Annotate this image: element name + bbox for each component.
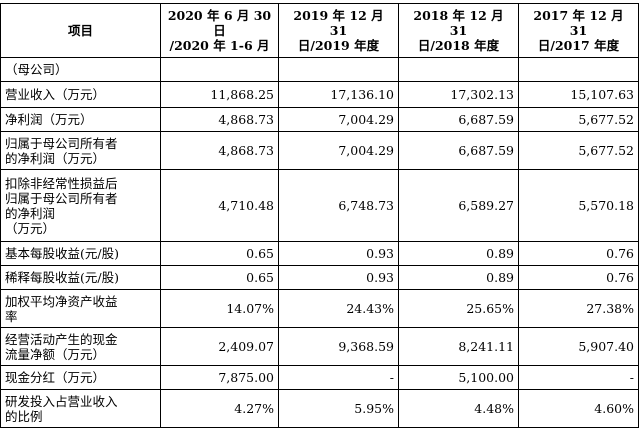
table-row: 研发投入占营业收入 的比例 4.27% 5.95% 4.48% 4.60% xyxy=(0,389,639,428)
cell: 4,868.73 xyxy=(160,131,279,170)
table-row: 经营活动产生的现金 流量净额（万元） 2,409.07 9,368.59 8,2… xyxy=(0,327,639,366)
table-row: （母公司） xyxy=(0,57,639,82)
cell: 0.93 xyxy=(278,265,399,290)
cell: 0.76 xyxy=(518,241,639,266)
cell: 6,687.59 xyxy=(398,131,519,170)
cell: 27.38% xyxy=(518,289,639,328)
cell: 5,907.40 xyxy=(518,327,639,366)
header-col-2018: 2018 年 12 月 31 日/2018 年度 xyxy=(398,3,519,58)
row-label: 加权平均净资产收益 率 xyxy=(0,289,161,328)
cell: 4,868.73 xyxy=(160,107,279,132)
table-row: 现金分红（万元） 7,875.00 - 5,100.00 - xyxy=(0,365,639,390)
row-label: 基本每股收益(元/股) xyxy=(0,241,161,266)
cell: 25.65% xyxy=(398,289,519,328)
cell: 5,570.18 xyxy=(518,169,639,242)
header-item: 项目 xyxy=(0,3,161,58)
cell: 5,677.52 xyxy=(518,131,639,170)
cell: 9,368.59 xyxy=(278,327,399,366)
table-row: 营业收入（万元） 11,868.25 17,136.10 17,302.13 1… xyxy=(0,81,639,108)
cell: 15,107.63 xyxy=(518,81,639,108)
cell: 5,677.52 xyxy=(518,107,639,132)
table-row: 基本每股收益(元/股) 0.65 0.93 0.89 0.76 xyxy=(0,241,639,266)
cell: 6,687.59 xyxy=(398,107,519,132)
row-label: 扣除非经常性损益后 归属于母公司所有者 的净利润 （万元） xyxy=(0,169,161,242)
cell: 2,409.07 xyxy=(160,327,279,366)
cell: 0.65 xyxy=(160,241,279,266)
financial-table: 项目 2020 年 6 月 30 日 /2020 年 1-6 月 2019 年 … xyxy=(0,3,639,428)
row-label: 归属于母公司所有者 的净利润（万元） xyxy=(0,131,161,170)
cell: 11,868.25 xyxy=(160,81,279,108)
table-row: 净利润（万元） 4,868.73 7,004.29 6,687.59 5,677… xyxy=(0,107,639,132)
cell xyxy=(518,57,639,82)
cell: 14.07% xyxy=(160,289,279,328)
cell: 7,004.29 xyxy=(278,131,399,170)
cell: 7,004.29 xyxy=(278,107,399,132)
cell: - xyxy=(518,365,639,390)
cell xyxy=(278,57,399,82)
cell: 6,589.27 xyxy=(398,169,519,242)
cell: 5,100.00 xyxy=(398,365,519,390)
header-col-2019: 2019 年 12 月 31 日/2019 年度 xyxy=(278,3,399,58)
row-label: 现金分红（万元） xyxy=(0,365,161,390)
cell: 0.93 xyxy=(278,241,399,266)
cell: 8,241.11 xyxy=(398,327,519,366)
row-label: 净利润（万元） xyxy=(0,107,161,132)
table-row: 稀释每股收益(元/股) 0.65 0.93 0.89 0.76 xyxy=(0,265,639,290)
header-row: 项目 2020 年 6 月 30 日 /2020 年 1-6 月 2019 年 … xyxy=(0,3,639,58)
cell: 4.48% xyxy=(398,389,519,428)
row-label: 研发投入占营业收入 的比例 xyxy=(0,389,161,428)
cell: 0.65 xyxy=(160,265,279,290)
table-row: 归属于母公司所有者 的净利润（万元） 4,868.73 7,004.29 6,6… xyxy=(0,131,639,170)
cell: 24.43% xyxy=(278,289,399,328)
cell: 17,136.10 xyxy=(278,81,399,108)
header-col-2020: 2020 年 6 月 30 日 /2020 年 1-6 月 xyxy=(160,3,279,58)
cell: 4.60% xyxy=(518,389,639,428)
cell: 0.89 xyxy=(398,241,519,266)
cell: 17,302.13 xyxy=(398,81,519,108)
cell: 4.27% xyxy=(160,389,279,428)
row-label: （母公司） xyxy=(0,57,161,82)
cell xyxy=(160,57,279,82)
cell: - xyxy=(278,365,399,390)
row-label: 稀释每股收益(元/股) xyxy=(0,265,161,290)
cell: 7,875.00 xyxy=(160,365,279,390)
cell: 0.89 xyxy=(398,265,519,290)
cell: 0.76 xyxy=(518,265,639,290)
cell: 6,748.73 xyxy=(278,169,399,242)
cell: 4,710.48 xyxy=(160,169,279,242)
cell xyxy=(398,57,519,82)
row-label: 营业收入（万元） xyxy=(0,81,161,108)
row-label: 经营活动产生的现金 流量净额（万元） xyxy=(0,327,161,366)
header-col-2017: 2017 年 12 月 31 日/2017 年度 xyxy=(518,3,639,58)
table-row: 扣除非经常性损益后 归属于母公司所有者 的净利润 （万元） 4,710.48 6… xyxy=(0,169,639,242)
table-row: 加权平均净资产收益 率 14.07% 24.43% 25.65% 27.38% xyxy=(0,289,639,328)
cell: 5.95% xyxy=(278,389,399,428)
